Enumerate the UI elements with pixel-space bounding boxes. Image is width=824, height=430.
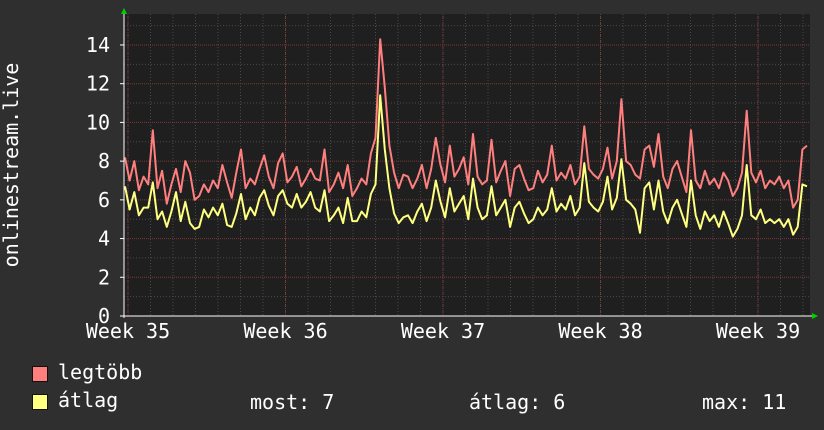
- stat-maximum-label: max:: [702, 390, 751, 414]
- axes: [120, 8, 818, 319]
- legend-label-max: legtöbb: [58, 360, 143, 384]
- y-tick-label: 14: [86, 33, 110, 57]
- series-line-max: [124, 38, 808, 209]
- y-tick-label: 8: [98, 149, 110, 173]
- stat-average-value: 6: [553, 390, 566, 414]
- x-tick-label: Week 39: [716, 319, 800, 343]
- stat-maximum: max: 11: [702, 390, 786, 414]
- stat-maximum-value: 11: [762, 390, 787, 414]
- y-axis-arrow: [121, 8, 127, 14]
- line-chart: 0 2 4 6 8 10 12 14 Week 35 Week 36 Week 37 Week 38 W…: [0, 8, 818, 343]
- y-tick-label: 6: [98, 188, 110, 212]
- y-tick-label: 12: [86, 72, 110, 96]
- x-tick-label: Week 38: [558, 319, 642, 343]
- stat-current-label: most:: [250, 390, 311, 414]
- series-line-avg: [124, 94, 808, 238]
- x-tick-label: Week 36: [243, 319, 327, 343]
- stat-average-label: átlag:: [469, 390, 542, 414]
- stat-current: most: 7: [250, 390, 334, 414]
- grid: [124, 14, 810, 316]
- stat-current-value: 7: [322, 390, 335, 414]
- plot-area: [124, 14, 810, 316]
- stat-average: átlag: 6: [469, 390, 565, 414]
- y-tick-label: 10: [86, 110, 110, 134]
- y-tick-label: 0: [98, 304, 110, 328]
- y-tick-label: 2: [98, 265, 110, 289]
- x-tick-label: Week 35: [86, 319, 170, 343]
- legend-swatch-max: [32, 366, 48, 382]
- legend-label-avg: átlag: [58, 388, 119, 412]
- x-axis-arrow: [812, 313, 818, 319]
- x-tick-label: Week 37: [401, 319, 485, 343]
- y-tick-label: 4: [98, 227, 110, 251]
- tick-labels: 0 2 4 6 8 10 12 14 Week 35 Week 36 Week 37 Week 38 W…: [86, 33, 800, 343]
- y-axis-label: onlinestream.live: [0, 63, 23, 268]
- series-layer: [124, 38, 808, 238]
- legend-swatch-avg: [32, 394, 48, 410]
